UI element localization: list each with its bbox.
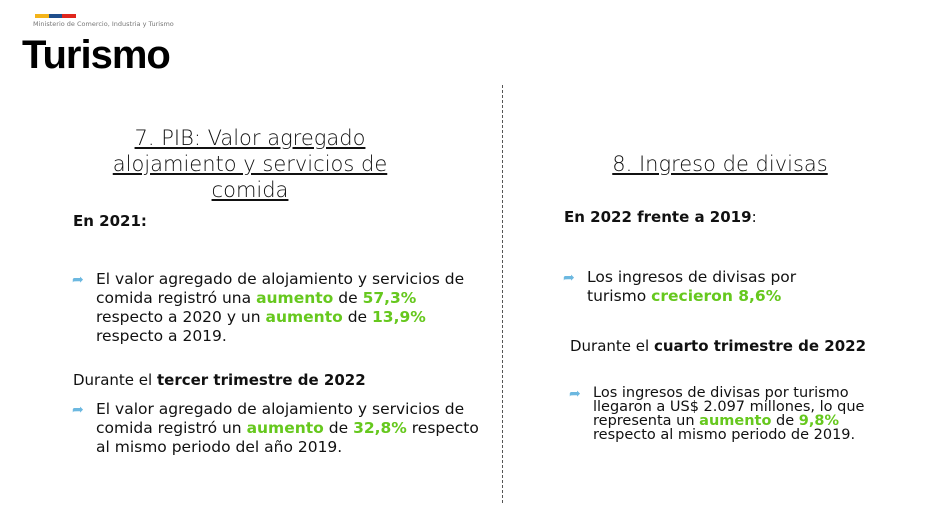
curved-arrow-icon: ➦ [72, 272, 84, 288]
divider [502, 85, 503, 503]
left-bullet-2: ➦ El valor agregado de alojamiento y ser… [72, 400, 479, 456]
ministry-name: Ministerio de Comercio, Industria y Turi… [33, 20, 174, 28]
left-year-label: En 2021: [73, 212, 147, 230]
curved-arrow-icon: ➦ [569, 386, 581, 402]
left-title: 7. PIB: Valor agregado alojamiento y ser… [112, 126, 388, 202]
right-bullet-2: ➦ Los ingresos de divisas por turismo ll… [569, 385, 865, 443]
left-bullet-1: ➦ El valor agregado de alojamiento y ser… [72, 270, 465, 345]
curved-arrow-icon: ➦ [563, 270, 575, 286]
right-year-label: En 2022 frente a 2019: [564, 208, 757, 226]
right-bullet-1: ➦ Los ingresos de divisas por turismo cr… [563, 268, 797, 305]
right-period: Durante el cuarto trimestre de 2022 [570, 337, 867, 355]
right-title: 8. Ingreso de divisas [612, 152, 828, 176]
brand-logo: Turismo [22, 33, 171, 77]
flag-stripe [35, 14, 77, 18]
left-period: Durante el tercer trimestre de 2022 [73, 371, 366, 389]
curved-arrow-icon: ➦ [72, 402, 84, 418]
